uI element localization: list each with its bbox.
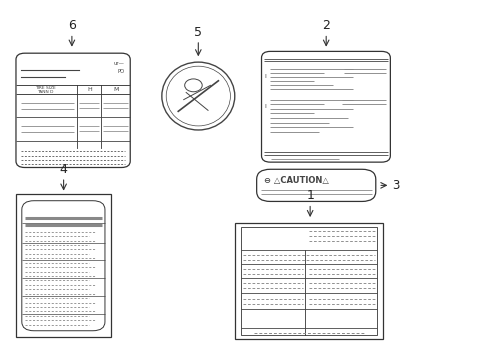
Text: 2: 2 (322, 19, 329, 32)
FancyBboxPatch shape (22, 201, 105, 331)
Text: PO: PO (117, 69, 124, 74)
FancyBboxPatch shape (16, 53, 130, 167)
Text: H: H (87, 87, 92, 92)
Text: 3: 3 (391, 179, 398, 192)
Bar (240, 249, 376, 264)
Bar (240, 227, 376, 335)
Text: ⊖ △CAUTION△: ⊖ △CAUTION△ (264, 176, 328, 185)
FancyBboxPatch shape (261, 51, 389, 162)
Text: 6: 6 (68, 19, 76, 32)
FancyBboxPatch shape (256, 169, 375, 202)
Text: 5: 5 (194, 26, 202, 39)
Bar (21, 102, 74, 109)
Text: M: M (113, 87, 118, 92)
Text: I: I (264, 104, 266, 109)
Text: ur—: ur— (113, 61, 124, 66)
Bar (240, 278, 376, 293)
Text: 1: 1 (305, 189, 313, 202)
Bar (234, 223, 382, 339)
Bar (16, 194, 111, 337)
Text: TIRE SIZE
TANN D: TIRE SIZE TANN D (35, 86, 56, 94)
Text: I: I (264, 74, 266, 79)
Bar (21, 126, 74, 133)
Text: 4: 4 (60, 163, 67, 176)
